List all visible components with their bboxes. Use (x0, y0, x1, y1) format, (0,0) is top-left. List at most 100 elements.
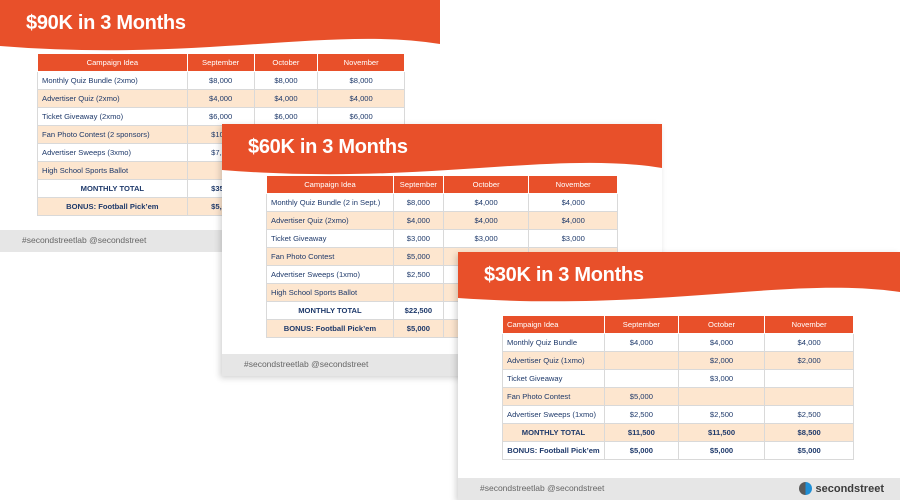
bonus-label: BONUS: Football Pick’em (266, 319, 394, 338)
bonus-value: $5,000 (677, 441, 766, 460)
total-label: MONTHLY TOTAL (266, 301, 394, 320)
value-cell: $4,000 (186, 89, 255, 108)
campaign-cell: Advertiser Quiz (1xmo) (502, 351, 605, 370)
column-header: September (392, 175, 444, 194)
value-cell (603, 369, 679, 388)
value-cell: $5,000 (392, 247, 444, 266)
column-header: Campaign Idea (266, 175, 394, 194)
value-cell (392, 283, 444, 302)
total-value: $11,500 (677, 423, 766, 442)
social-handles: #secondstreetlab @secondstreet (480, 483, 605, 493)
slide-30k: $30K in 3 Months Campaign Idea September… (458, 252, 900, 500)
value-cell: $8,000 (253, 71, 319, 90)
value-cell: $4,000 (764, 333, 854, 352)
column-header: September (186, 53, 255, 72)
value-cell (603, 351, 679, 370)
value-cell: $6,000 (253, 107, 319, 126)
value-cell: $4,000 (442, 193, 530, 212)
campaign-cell: Monthly Quiz Bundle (2 in Sept.) (266, 193, 394, 212)
campaign-cell: Ticket Giveaway (266, 229, 394, 248)
title-banner: $60K in 3 Months (222, 124, 662, 186)
bonus-row: BONUS: Football Pick’em $5,000 $5,000 $5… (502, 441, 854, 460)
column-header: October (253, 53, 319, 72)
secondstreet-logo-icon (798, 482, 812, 495)
table-row: Advertiser Quiz (2xmo) $4,000 $4,000 $4,… (266, 211, 618, 230)
campaign-cell: Ticket Giveaway (502, 369, 605, 388)
column-header: November (764, 315, 854, 334)
table-row: Monthly Quiz Bundle (2 in Sept.) $8,000 … (266, 193, 618, 212)
value-cell: $6,000 (186, 107, 255, 126)
campaign-cell: Monthly Quiz Bundle (502, 333, 605, 352)
value-cell: $3,000 (442, 229, 530, 248)
campaign-cell: Advertiser Sweeps (1xmo) (502, 405, 605, 424)
title-banner: $30K in 3 Months (458, 252, 900, 314)
table-row: Ticket Giveaway $3,000 (502, 369, 854, 388)
value-cell (764, 387, 854, 406)
bonus-label: BONUS: Football Pick’em (37, 197, 188, 216)
social-handles: #secondstreetlab @secondstreet (22, 235, 147, 245)
campaign-cell: Ticket Giveaway (2xmo) (37, 107, 188, 126)
bonus-value: $5,000 (603, 441, 679, 460)
campaign-cell: Fan Photo Contest (2 sponsors) (37, 125, 188, 144)
value-cell: $2,500 (764, 405, 854, 424)
value-cell: $3,000 (392, 229, 444, 248)
slide-title: $60K in 3 Months (248, 136, 408, 158)
campaign-cell: Advertiser Sweeps (3xmo) (37, 143, 188, 162)
table-row: Advertiser Sweeps (1xmo) $2,500 $2,500 $… (502, 405, 854, 424)
value-cell: $2,500 (677, 405, 766, 424)
table-row: Advertiser Quiz (2xmo) $4,000 $4,000 $4,… (37, 89, 405, 108)
value-cell: $8,000 (392, 193, 444, 212)
table-row: Fan Photo Contest $5,000 (502, 387, 854, 406)
title-banner: $90K in 3 Months (0, 0, 440, 62)
table-row: Ticket Giveaway (2xmo) $6,000 $6,000 $6,… (37, 107, 405, 126)
value-cell (677, 387, 766, 406)
value-cell: $2,000 (677, 351, 766, 370)
value-cell: $4,000 (392, 211, 444, 230)
column-header: Campaign Idea (502, 315, 605, 334)
value-cell: $6,000 (317, 107, 405, 126)
value-cell: $2,500 (603, 405, 679, 424)
logo-wordmark: secondstreet (815, 482, 884, 495)
value-cell: $4,000 (677, 333, 766, 352)
value-cell: $4,000 (442, 211, 530, 230)
table-row: Ticket Giveaway $3,000 $3,000 $3,000 (266, 229, 618, 248)
value-cell: $8,000 (186, 71, 255, 90)
total-value: $8,500 (764, 423, 854, 442)
column-header: November (317, 53, 405, 72)
total-value: $22,500 (392, 301, 444, 320)
value-cell: $4,000 (528, 211, 618, 230)
column-header: Campaign Idea (37, 53, 188, 72)
bonus-value: $5,000 (764, 441, 854, 460)
total-label: MONTHLY TOTAL (502, 423, 605, 442)
slide-title: $30K in 3 Months (484, 264, 644, 286)
column-header: October (442, 175, 530, 194)
table-row: Monthly Quiz Bundle $4,000 $4,000 $4,000 (502, 333, 854, 352)
value-cell: $3,000 (677, 369, 766, 388)
value-cell: $4,000 (528, 193, 618, 212)
value-cell: $2,000 (764, 351, 854, 370)
campaign-cell: Fan Photo Contest (502, 387, 605, 406)
campaign-cell: Advertiser Quiz (2xmo) (266, 211, 394, 230)
value-cell: $4,000 (317, 89, 405, 108)
value-cell: $4,000 (253, 89, 319, 108)
value-cell: $2,500 (392, 265, 444, 284)
value-cell: $4,000 (603, 333, 679, 352)
table-row: Advertiser Quiz (1xmo) $2,000 $2,000 (502, 351, 854, 370)
campaign-cell: Fan Photo Contest (266, 247, 394, 266)
value-cell: $8,000 (317, 71, 405, 90)
bonus-label: BONUS: Football Pick’em (502, 441, 605, 460)
table-row: Monthly Quiz Bundle (2xmo) $8,000 $8,000… (37, 71, 405, 90)
column-header: October (677, 315, 766, 334)
total-row: MONTHLY TOTAL $11,500 $11,500 $8,500 (502, 423, 854, 442)
total-value: $11,500 (603, 423, 679, 442)
secondstreet-logo: secondstreet (798, 482, 884, 495)
campaign-cell: High School Sports Ballot (37, 161, 188, 180)
campaign-cell: Advertiser Quiz (2xmo) (37, 89, 188, 108)
total-label: MONTHLY TOTAL (37, 179, 188, 198)
slide-footer: #secondstreetlab @secondstreet secondstr… (458, 478, 900, 500)
social-handles: #secondstreetlab @secondstreet (244, 359, 369, 369)
bonus-value: $5,000 (392, 319, 444, 338)
column-header: November (528, 175, 618, 194)
value-cell (764, 369, 854, 388)
value-cell: $3,000 (528, 229, 618, 248)
